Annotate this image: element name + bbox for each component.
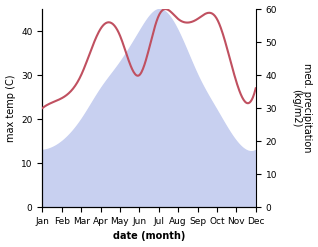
X-axis label: date (month): date (month) (113, 231, 185, 242)
Y-axis label: med. precipitation
(kg/m2): med. precipitation (kg/m2) (291, 63, 313, 153)
Y-axis label: max temp (C): max temp (C) (5, 74, 16, 142)
